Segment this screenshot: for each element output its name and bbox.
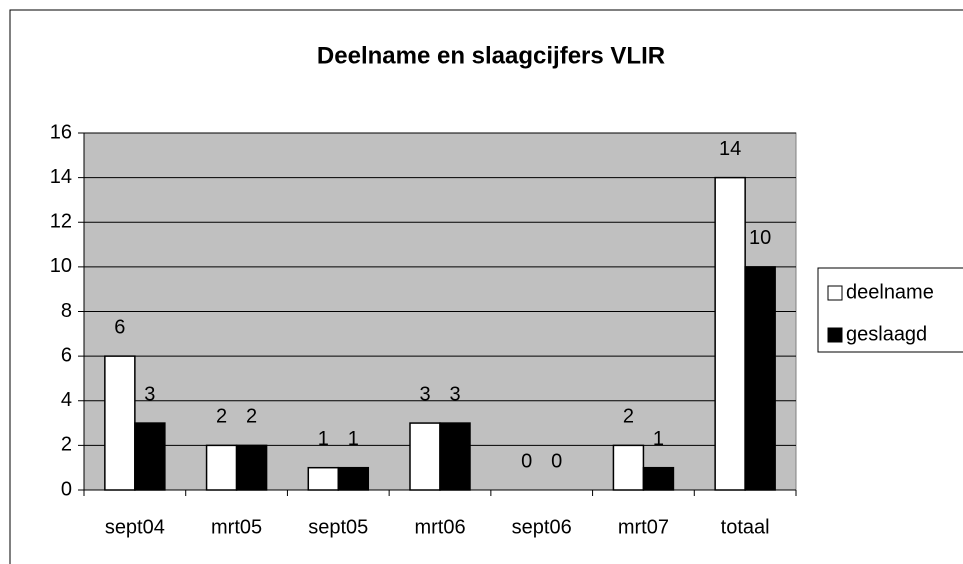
bar	[337, 466, 370, 491]
legend-box	[817, 267, 963, 353]
x-tick-label: sept04	[105, 516, 165, 538]
bar	[409, 422, 441, 491]
data-label: 1	[653, 428, 664, 450]
chart-title: Deelname en slaagcijfers VLIR	[317, 42, 665, 69]
x-tick-label: mrt07	[618, 516, 669, 538]
legend-label: deelname	[846, 281, 934, 303]
bar	[439, 422, 471, 491]
data-label: 10	[749, 227, 771, 249]
chart-border	[9, 9, 963, 564]
data-label: 3	[419, 383, 430, 405]
x-tick-label: sept06	[512, 516, 572, 538]
bar	[104, 355, 136, 491]
data-label: 1	[348, 428, 359, 450]
data-label: 0	[551, 450, 562, 472]
y-tick-label: 6	[61, 344, 72, 366]
bar	[744, 266, 776, 491]
legend-swatch	[827, 285, 843, 301]
bar	[307, 466, 340, 491]
data-label: 2	[246, 406, 257, 428]
x-tick-label: totaal	[721, 516, 770, 538]
y-tick-label: 10	[50, 255, 72, 277]
bar	[134, 422, 166, 491]
data-label: 3	[144, 383, 155, 405]
data-label: 2	[216, 406, 227, 428]
data-label: 1	[318, 428, 329, 450]
y-tick-label: 0	[61, 478, 72, 500]
bar	[714, 176, 746, 491]
bar	[612, 444, 645, 491]
x-tick-label: mrt05	[211, 516, 262, 538]
y-tick-label: 14	[50, 166, 72, 188]
bar	[235, 444, 268, 491]
data-label: 14	[719, 138, 741, 160]
data-label: 3	[449, 383, 460, 405]
legend-label: geslaagd	[846, 323, 927, 345]
bar	[205, 444, 238, 491]
y-tick-label: 2	[61, 434, 72, 456]
data-label: 6	[114, 316, 125, 338]
legend-swatch	[827, 327, 843, 343]
y-tick-label: 4	[61, 389, 72, 411]
y-tick-label: 16	[50, 121, 72, 143]
bar	[642, 466, 675, 491]
data-label: 0	[521, 450, 532, 472]
y-tick-label: 12	[50, 211, 72, 233]
y-tick-label: 8	[61, 300, 72, 322]
x-tick-label: sept05	[308, 516, 368, 538]
x-tick-label: mrt06	[414, 516, 465, 538]
data-label: 2	[623, 406, 634, 428]
